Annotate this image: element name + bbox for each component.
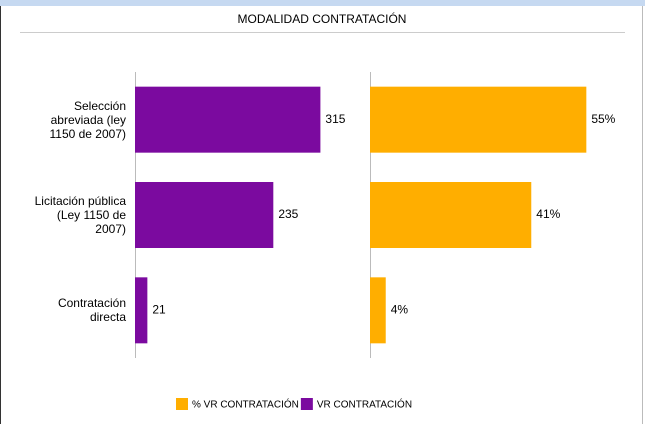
legend-label: % VR CONTRATACIÓN [192,398,299,411]
legend-swatch [176,398,188,410]
value-label: 55% [591,112,615,126]
bar [370,277,386,344]
bar [135,86,321,153]
category-label: Contratación directa [57,296,126,325]
chart-title: MODALIDAD CONTRATACIÓN [238,11,407,26]
bar [135,182,274,248]
legend-swatch [300,398,313,410]
legend-label: VR CONTRATACIÓN [317,398,412,411]
category-label: Selección abreviada (ley 1150 de 2007) [49,98,126,141]
category-label: Licitación pública (Ley 1150 de 2007) [34,194,126,236]
bar [135,277,148,344]
value-label: 21 [152,303,166,317]
top-bar [0,0,645,6]
bar [370,86,587,153]
value-label: 315 [325,112,345,126]
value-label: 41% [536,207,560,221]
bar [370,182,532,248]
value-label: 235 [278,207,298,221]
value-label: 4% [391,303,409,317]
